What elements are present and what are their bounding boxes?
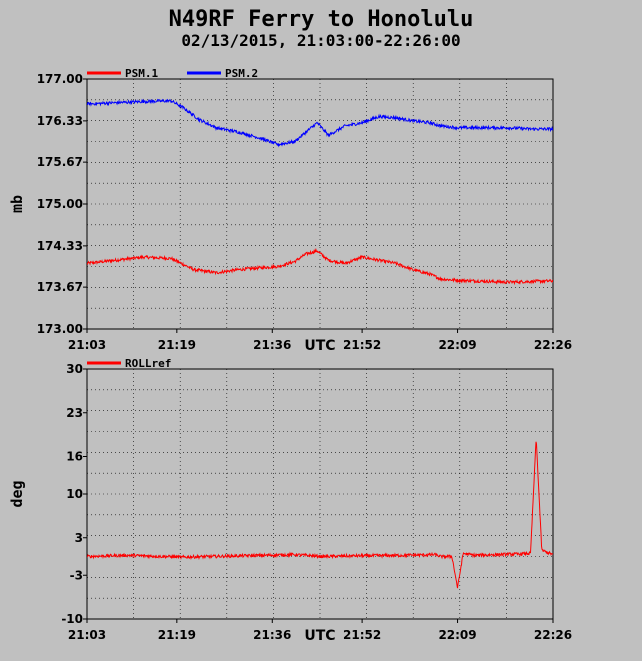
chart-subtitle: 02/13/2015, 21:03:00-22:26:00 bbox=[181, 31, 460, 50]
panel-pressure: 173.00 173.67 174.33 175.00 175.67 176.33 177.… bbox=[8, 67, 572, 354]
x-tick-label: 22:26 bbox=[534, 628, 572, 642]
y-tick-label: 16 bbox=[66, 450, 83, 464]
x-tick-label: 22:26 bbox=[534, 338, 572, 352]
legend-entry: PSM.2 bbox=[225, 67, 258, 80]
y-tick-label: 175.67 bbox=[37, 155, 83, 169]
x-tick-label: 21:03 bbox=[68, 338, 106, 352]
x-tick-label: 21:36 bbox=[253, 628, 291, 642]
y-axis-label: mb bbox=[8, 195, 26, 213]
x-tick-label: 21:52 bbox=[343, 628, 381, 642]
y-tick-label: 173.67 bbox=[37, 280, 83, 294]
x-tick-label: 21:36 bbox=[253, 338, 291, 352]
y-tick-label: 10 bbox=[66, 487, 83, 501]
series-line-psm-2 bbox=[87, 98, 553, 148]
y-tick-label: -3 bbox=[70, 568, 83, 582]
x-tick-label: 21:03 bbox=[68, 628, 106, 642]
x-tick-label: 22:09 bbox=[438, 628, 476, 642]
x-axis-label: UTC bbox=[304, 628, 335, 644]
series-line-psm-1 bbox=[87, 247, 553, 286]
y-tick-label: 177.00 bbox=[37, 72, 83, 86]
y-tick-label: 30 bbox=[66, 362, 83, 376]
y-tick-label: -10 bbox=[61, 612, 83, 626]
chart-panels: 173.00 173.67 174.33 175.00 175.67 176.33 177.… bbox=[8, 67, 572, 644]
legend-entry: PSM.1 bbox=[125, 67, 158, 80]
x-axis-label: UTC bbox=[304, 338, 335, 354]
y-axis-label: deg bbox=[8, 480, 26, 507]
x-tick-label: 21:19 bbox=[158, 628, 196, 642]
y-tick-label: 175.00 bbox=[37, 197, 83, 211]
y-tick-label: 3 bbox=[75, 531, 83, 545]
panel-roll: -10 -3 3 10 16 23 30 21:03 21:19 21:36 21:52 22:09 2… bbox=[8, 357, 572, 644]
series-line-rollref bbox=[87, 441, 553, 589]
y-tick-label: 23 bbox=[66, 406, 83, 420]
y-tick-label: 173.00 bbox=[37, 322, 83, 336]
y-tick-label: 174.33 bbox=[37, 239, 83, 253]
x-tick-label: 22:09 bbox=[438, 338, 476, 352]
chart-title: N49RF Ferry to Honolulu bbox=[169, 7, 474, 32]
legend-entry: ROLLref bbox=[125, 357, 171, 370]
y-tick-label: 176.33 bbox=[37, 114, 83, 128]
x-tick-label: 21:19 bbox=[158, 338, 196, 352]
x-tick-label: 21:52 bbox=[343, 338, 381, 352]
